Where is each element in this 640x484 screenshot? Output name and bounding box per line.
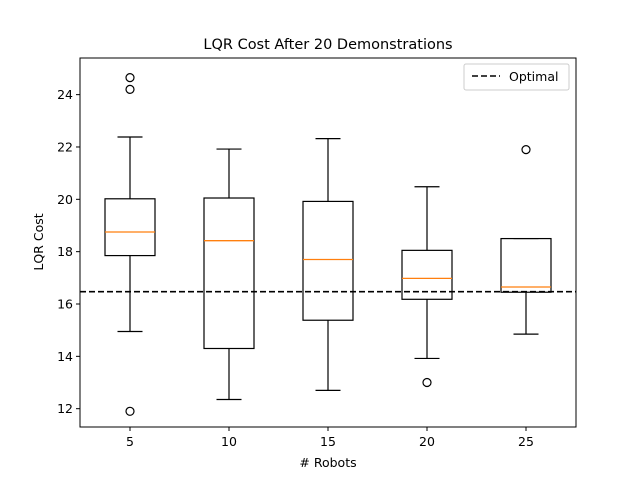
y-tick-label: 16 [57,297,73,312]
axes: 12 14 16 18 20 22 24 5 10 15 20 25 [57,87,534,449]
outlier-point [125,73,135,83]
y-tick-label: 12 [57,401,73,416]
x-tick-label: 15 [320,434,336,449]
y-tick-label: 22 [57,139,73,154]
y-tick-label: 24 [57,87,73,102]
box-15 [302,138,354,391]
box-20 [401,186,453,388]
y-axis-label: LQR Cost [31,213,46,270]
box-25 [500,144,552,335]
x-tick-label: 10 [221,434,237,449]
outlier-point [125,406,135,416]
y-tick-label: 20 [57,192,73,207]
plot-area [80,73,576,416]
box-5 [104,73,156,416]
y-tick-label: 18 [57,244,73,259]
legend: Optimal [463,63,570,91]
legend-optimal-label: Optimal [509,69,558,84]
legend-frame [463,63,570,91]
box-10 [203,148,255,401]
x-tick-label: 25 [518,434,534,449]
box-iqr [302,200,354,321]
outlier-point [125,84,135,95]
outlier-point [521,144,531,155]
box-iqr [500,237,552,293]
x-tick-label: 5 [126,434,134,449]
box-iqr [401,249,453,300]
y-tick-label: 14 [57,349,73,364]
box-iqr [104,198,156,257]
x-tick-label: 20 [419,434,435,449]
outlier-point [422,377,432,388]
x-axis-label: # Robots [299,455,356,470]
chart-title: LQR Cost After 20 Demonstrations [203,37,452,53]
box-iqr [203,197,255,350]
